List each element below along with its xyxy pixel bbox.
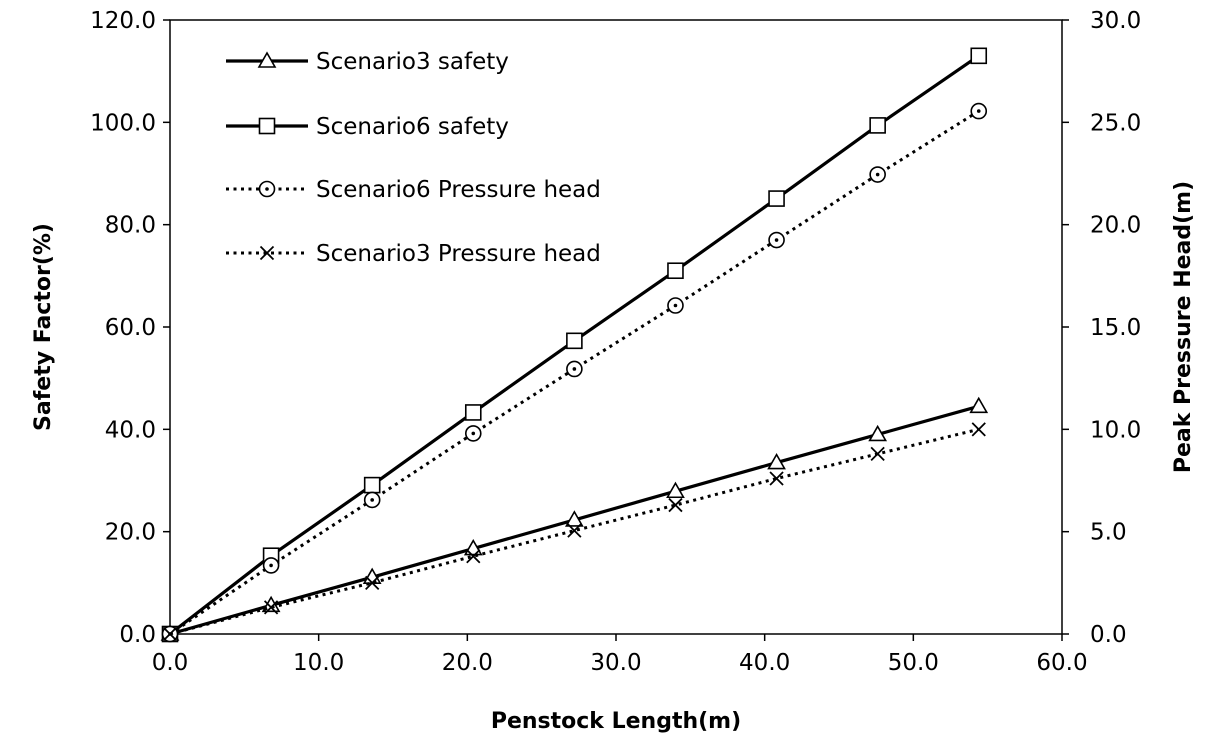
data-point: [363, 491, 381, 509]
data-point: [564, 510, 584, 527]
data-point: [768, 190, 785, 207]
y-tick-label: 80.0: [105, 213, 156, 239]
legend-marker: [258, 117, 276, 135]
data-point: [970, 102, 988, 120]
x-tick-label: 10.0: [293, 650, 344, 676]
legend-marker: [259, 245, 275, 261]
y2-axis-title: Peak Pressure Head(m): [1171, 181, 1196, 473]
data-point-stroke: [263, 600, 279, 615]
data-point: [566, 332, 583, 350]
data-point-stroke: [162, 626, 178, 642]
data-point: [162, 626, 178, 642]
legend-item: Scenario6 Pressure head: [226, 177, 601, 203]
data-point: [971, 422, 986, 437]
data-point: [868, 424, 888, 442]
data-point: [769, 471, 784, 486]
data-point: [668, 497, 683, 513]
data-point-dot: [269, 563, 273, 568]
data-point-dot: [471, 431, 476, 436]
legend-label: Scenario3 safety: [316, 49, 509, 75]
data-point: [464, 404, 482, 421]
series-line: [169, 109, 980, 636]
series-layer: [160, 47, 989, 643]
y-tick-label: 100.0: [90, 110, 156, 136]
y2-tick-label: 0.0: [1090, 622, 1127, 648]
data-point: [869, 166, 886, 183]
x-axis-title: Penstock Length(m): [491, 709, 741, 734]
legend-item: Scenario6 safety: [226, 114, 509, 140]
data-point-stroke: [971, 422, 986, 437]
y-tick-label: 20.0: [105, 520, 156, 546]
data-point: [262, 557, 280, 574]
x-tick-label: 60.0: [1036, 650, 1087, 676]
series-3: [161, 102, 988, 643]
data-point: [767, 452, 786, 470]
x-tick-label: 0.0: [152, 650, 189, 676]
data-point: [566, 360, 583, 378]
data-point-dot: [774, 238, 779, 242]
y2-tick-label: 25.0: [1090, 110, 1141, 136]
data-point-stroke: [466, 549, 481, 564]
legend-marker: [258, 180, 276, 198]
data-point: [365, 575, 380, 590]
y-axis-title: Safety Factor(%): [31, 223, 56, 431]
data-point: [970, 47, 988, 65]
data-point-dot: [673, 303, 678, 308]
x-tick-label: 40.0: [739, 650, 790, 676]
data-point: [567, 523, 582, 538]
y-tick-label: 0.0: [119, 622, 156, 648]
data-point-stroke: [870, 446, 885, 462]
data-point-stroke: [769, 471, 784, 486]
legend-label: Scenario3 Pressure head: [316, 241, 601, 267]
series-4: [162, 422, 986, 642]
data-point-stroke: [365, 575, 380, 590]
data-point: [464, 425, 482, 442]
data-point: [969, 396, 989, 414]
data-point: [667, 297, 684, 314]
data-point: [666, 481, 685, 499]
data-point: [870, 446, 885, 462]
data-point: [667, 262, 684, 280]
data-point: [768, 231, 785, 249]
y2-tick-label: 30.0: [1090, 8, 1141, 34]
x-axis: 0.0 10.0 20.0 30.0 40.0 50.0 60.0: [152, 634, 1088, 676]
data-point: [263, 600, 279, 615]
x-tick-label: 20.0: [442, 650, 493, 676]
y-axis-right: 0.0 5.0 10.0 15.0 20.0 25.0 30.0: [1062, 8, 1141, 648]
legend-label: Scenario6 safety: [316, 114, 509, 140]
legend-label: Scenario6 Pressure head: [316, 177, 601, 203]
data-point-stroke: [567, 523, 582, 538]
y-tick-label: 120.0: [90, 8, 156, 34]
legend-marker: [257, 51, 277, 68]
x-tick-label: 50.0: [888, 650, 939, 676]
y2-tick-label: 15.0: [1090, 315, 1141, 341]
data-point-dot: [875, 172, 880, 177]
data-point: [869, 117, 886, 134]
x-tick-label: 30.0: [590, 650, 641, 676]
data-point: [363, 476, 381, 494]
data-point-dot: [370, 498, 374, 502]
legend-marker-stroke: [259, 245, 275, 261]
data-point-dot: [976, 109, 981, 113]
plot-area: [169, 19, 1063, 635]
y2-tick-label: 5.0: [1090, 520, 1127, 546]
legend: Scenario3 safety Scenario6 safety Scenario…: [226, 49, 601, 267]
data-point: [466, 549, 481, 564]
y-tick-label: 40.0: [105, 417, 156, 443]
data-point-dot: [572, 367, 577, 371]
legend-item: Scenario3 safety: [226, 49, 509, 75]
legend-marker-dot: [265, 187, 269, 191]
y2-tick-label: 20.0: [1090, 213, 1141, 239]
legend-item: Scenario3 Pressure head: [226, 241, 601, 267]
y2-tick-label: 10.0: [1090, 417, 1141, 443]
y-tick-label: 60.0: [105, 315, 156, 341]
data-point-stroke: [668, 497, 683, 513]
y-axis-left: 0.0 20.0 40.0 60.0 80.0 100.0 120.0: [90, 8, 170, 648]
